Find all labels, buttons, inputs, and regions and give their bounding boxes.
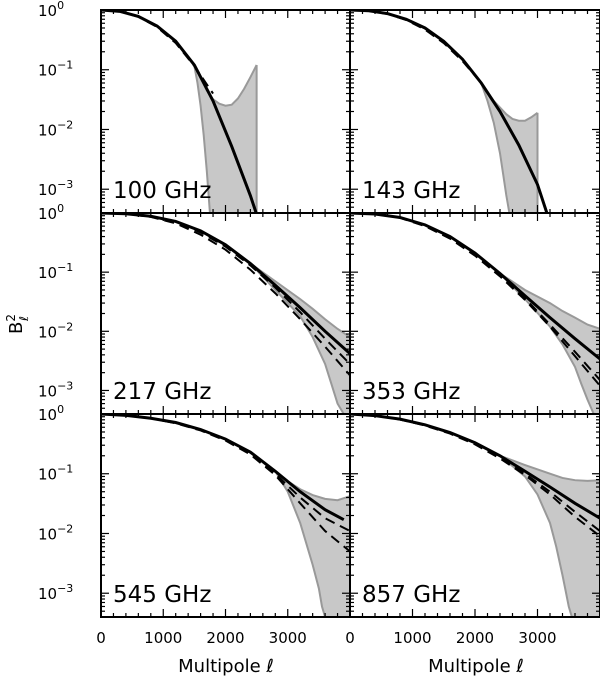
solid-curve [101, 10, 258, 213]
band-lower-edge [249, 262, 345, 414]
uncertainty-band [500, 455, 600, 617]
panel-217-ghz: 100 10−1 10−2 10−3 217 GHz [38, 202, 351, 415]
dashed-curve [101, 213, 350, 377]
x-tick-label: 2000 [206, 629, 244, 647]
band-lower-edge [499, 272, 595, 414]
svg-text:B2ℓ: B2ℓ [4, 314, 31, 334]
band-upper-edge [499, 272, 600, 330]
y-tick-label: 100 [38, 403, 64, 424]
solid-curve [350, 213, 600, 361]
band-upper-edge [249, 262, 350, 338]
dashed-curve [101, 213, 350, 365]
x-tick-label: 1000 [393, 629, 431, 647]
x-axis-title-right: Multipole ℓ [428, 656, 524, 677]
band-lower-edge [499, 454, 573, 617]
y-tick-label: 10−1 [38, 59, 73, 80]
y-tick-label: 100 [38, 202, 64, 223]
panels-layer: 100 10−1 10−2 10−3 100 GHz 143 GHz 100 10−1 10−2… [38, 0, 600, 647]
solid-curve [350, 414, 600, 520]
x-tick-label: 0 [345, 629, 355, 647]
x-axis-title-left: Multipole ℓ [178, 656, 274, 677]
y-axis-title-base: B [6, 322, 27, 334]
x-tick-label: 3000 [269, 629, 307, 647]
frequency-label: 100 GHz [113, 178, 211, 204]
uncertainty-band [250, 263, 350, 414]
plot-area [350, 414, 600, 617]
plot-area [350, 213, 600, 414]
y-tick-label: 10−2 [38, 320, 73, 341]
plot-area [101, 10, 258, 213]
dashed-curve [350, 213, 600, 381]
solid-curve [101, 414, 345, 522]
y-tick-label: 10−3 [38, 379, 73, 400]
dashed-curve [350, 213, 600, 387]
y-axis-title-sub: ℓ [17, 316, 31, 322]
x-tick-label: 0 [96, 629, 106, 647]
frequency-label: 353 GHz [362, 379, 460, 405]
x-tick-label: 3000 [518, 629, 556, 647]
y-tick-label: 10−3 [38, 582, 73, 603]
frequency-label: 217 GHz [113, 379, 211, 405]
plot-area [101, 414, 350, 617]
y-tick-label: 100 [38, 0, 64, 20]
frequency-label: 545 GHz [113, 582, 211, 608]
panel-857-ghz: 0 1000 2000 3000 857 GHz [345, 413, 600, 647]
frequency-label: 143 GHz [362, 178, 460, 204]
y-tick-label: 10−1 [38, 261, 73, 282]
solid-curve [350, 10, 549, 213]
uncertainty-band [275, 471, 350, 617]
panel-353-ghz: 353 GHz [349, 212, 600, 415]
uncertainty-band [481, 82, 538, 213]
plot-area [101, 213, 350, 414]
x-tick-label: 1000 [144, 629, 182, 647]
x-tick-label: 2000 [456, 629, 494, 647]
uncertainty-band [194, 65, 257, 213]
panel-100-ghz: 100 10−1 10−2 10−3 100 GHz [38, 0, 351, 214]
band-lower-edge [193, 65, 211, 213]
y-tick-label: 10−2 [38, 522, 73, 543]
band-lower-edge [274, 470, 327, 617]
band-lower-edge [480, 82, 511, 213]
panel-143-ghz: 143 GHz [349, 9, 600, 214]
panel-545-ghz: 100 10−1 10−2 10−3 0 1000 2000 3000 545 GHz [38, 403, 351, 647]
y-axis-title-sup: 2 [4, 314, 18, 322]
y-tick-label: 10−1 [38, 463, 73, 484]
y-axis-title: B2ℓ [4, 314, 31, 334]
band-upper-edge [499, 454, 600, 482]
frequency-label: 857 GHz [362, 582, 460, 608]
plot-area [350, 10, 549, 213]
y-tick-label: 10−3 [38, 178, 73, 199]
solid-curve [101, 213, 350, 355]
dashed-curve [350, 10, 483, 84]
y-tick-label: 10−2 [38, 118, 73, 139]
